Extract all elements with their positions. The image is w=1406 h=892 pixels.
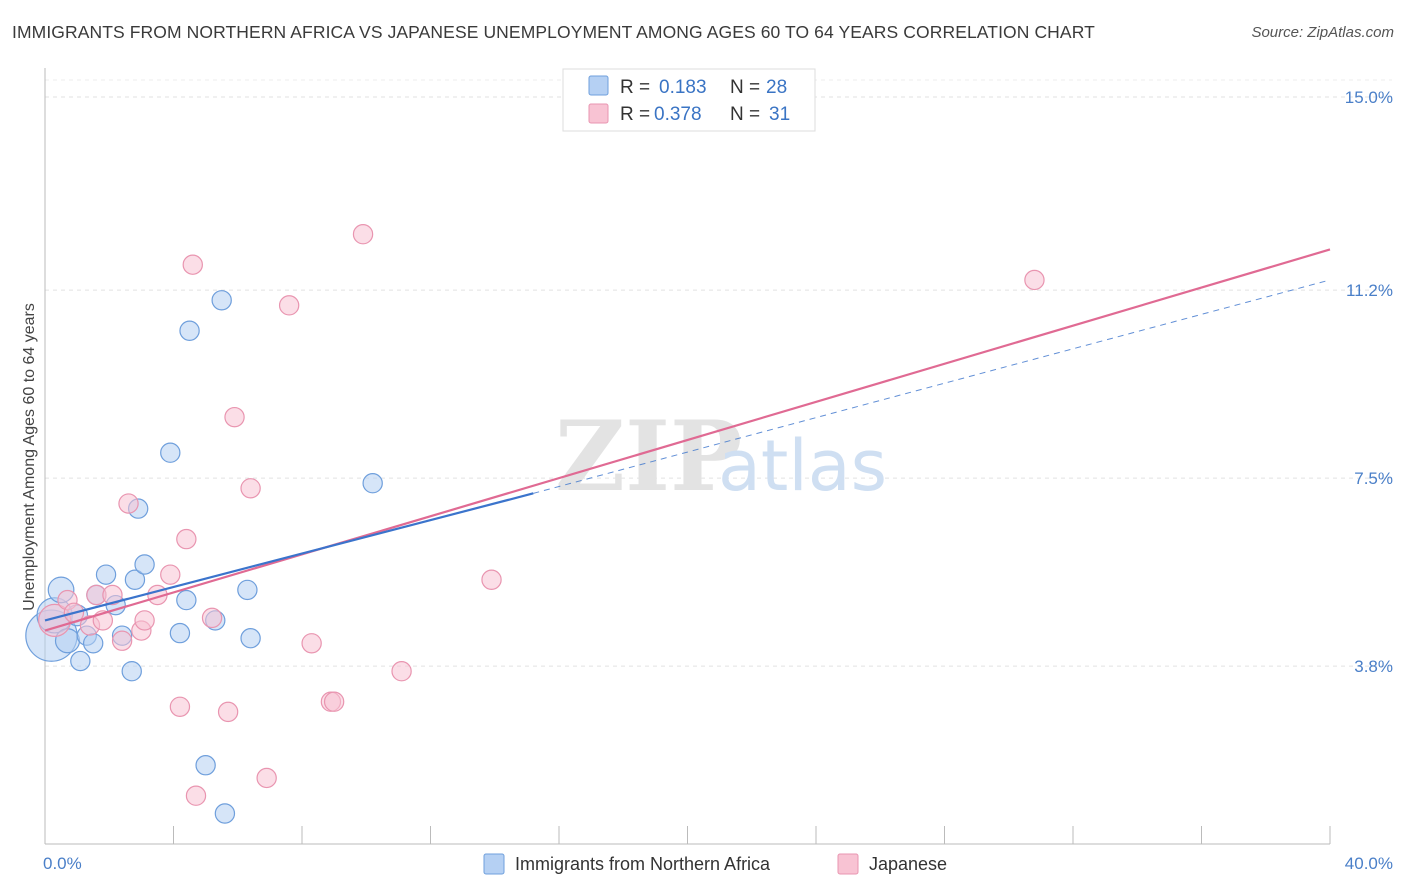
point-1-6 [102,584,123,606]
point-1-27 [391,661,412,682]
point-0-19 [179,320,200,341]
point-0-9 [95,564,117,585]
point-1-10 [134,610,155,631]
point-0-15 [134,554,155,575]
point-1-8 [118,493,139,514]
legend-r-value-0: 0.183 [659,77,707,98]
point-0-20 [195,755,216,776]
bottom-legend-label-immigrants: Immigrants from Northern Africa [515,854,771,874]
y-tick-labels: 3.8% 7.5% 11.2% 15.0% [1345,88,1393,676]
grid-lines [45,79,1392,667]
point-1-23 [301,633,322,654]
point-1-28 [481,569,502,590]
x-tick-label-1: 40.0% [1345,854,1393,873]
trend-extension-0 [533,279,1331,494]
y-tick-label-0: 3.8% [1354,657,1393,676]
legend-n-label-0: N = [730,77,760,98]
legend-swatch-immigrants [588,75,609,96]
point-0-22 [211,290,232,311]
point-0-17 [169,622,191,644]
bottom-legend: Immigrants from Northern Africa Japanese [483,853,947,875]
bottom-legend-swatch-japanese [837,853,859,875]
point-0-18 [176,589,197,611]
point-1-18 [217,701,239,723]
bottom-legend-swatch-immigrants [483,853,505,875]
point-1-26 [352,224,374,245]
source-label: Source: ZipAtlas.com [1251,24,1394,41]
watermark-zip: ZIP [555,400,742,513]
x-tick-label-0: 0.0% [43,854,82,873]
trend-line-0 [44,492,534,622]
legend-n-value-0: 28 [766,77,787,98]
point-0-26 [362,473,383,494]
point-1-12 [160,564,181,585]
legend: R = 0.183 N = 28 R = 0.378 N = 31 [562,68,816,132]
point-1-29 [1024,269,1045,291]
watermark-atlas: atlas [718,425,887,507]
point-1-7 [111,630,133,651]
chart-title: IMMIGRANTS FROM NORTHERN AFRICA VS JAPAN… [12,22,1095,42]
trend-lines [44,248,1331,632]
legend-r-label-1: R = [620,104,650,125]
point-1-25 [323,691,345,712]
watermark: ZIP atlas [555,400,887,513]
point-0-13 [124,569,146,590]
y-tick-label-2: 11.2% [1346,281,1393,300]
point-1-17 [201,607,223,629]
point-1-19 [224,406,245,428]
trend-line-1 [44,248,1331,632]
point-0-24 [237,579,258,601]
legend-r-value-1: 0.378 [654,104,702,125]
point-0-7 [82,633,104,654]
point-1-16 [185,785,207,806]
point-1-21 [256,767,277,789]
point-0-23 [214,803,236,824]
legend-swatch-japanese [588,103,609,124]
point-1-15 [182,254,203,275]
x-tick-labels: 0.0% 40.0% [43,854,1393,873]
y-tick-label-3: 15.0% [1345,88,1393,107]
data-points [25,224,1045,824]
y-tick-label-1: 7.5% [1354,469,1393,488]
point-1-20 [240,478,261,499]
legend-n-value-1: 31 [769,104,790,125]
legend-n-label-1: N = [730,104,760,125]
point-0-25 [240,627,261,649]
point-1-22 [278,295,300,316]
point-0-5 [70,650,91,672]
point-0-12 [121,661,142,682]
point-0-16 [160,442,181,463]
y-axis-label: Unemployment Among Ages 60 to 64 years [21,303,38,611]
point-1-13 [169,696,191,717]
legend-r-label-0: R = [620,77,650,98]
point-1-14 [176,528,197,550]
axes [44,68,1331,845]
bottom-legend-label-japanese: Japanese [869,854,947,874]
